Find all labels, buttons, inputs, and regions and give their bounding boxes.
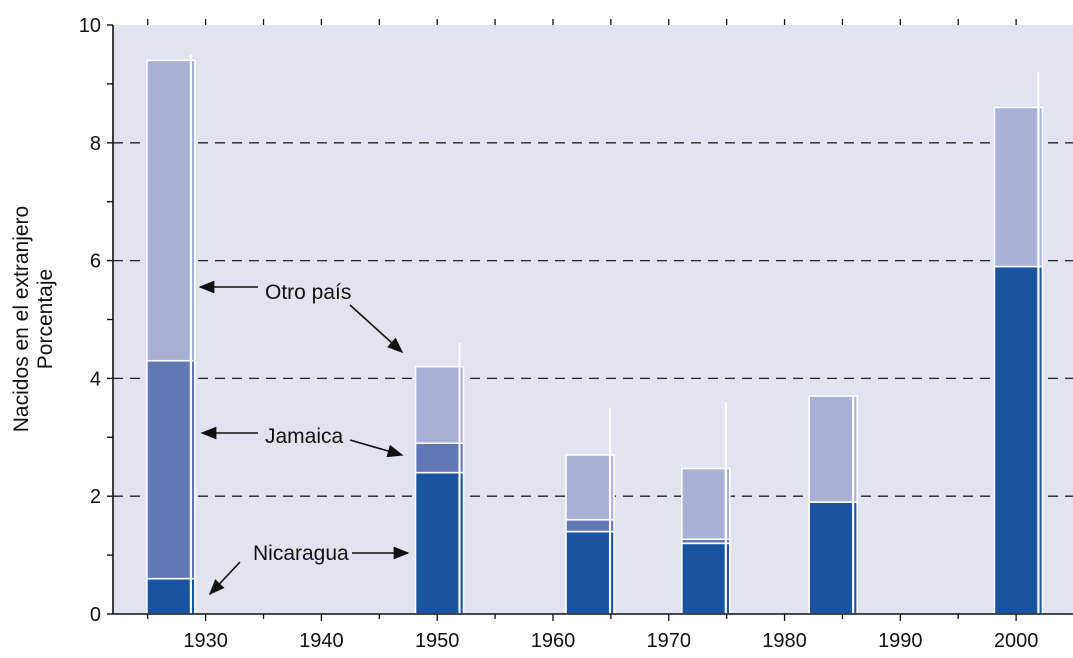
bar-segment-otro-pais xyxy=(565,454,615,521)
y-tick-label: 2 xyxy=(90,486,101,508)
y-axis-ticks: 0 2 4 6 8 10 xyxy=(79,15,113,626)
bar-2000.2 xyxy=(993,72,1044,615)
annotations: Otro país Jamaica Nicaragua xyxy=(198,280,410,596)
bar-1927 xyxy=(146,54,196,615)
x-axis-ticks: 1930 1940 1950 1960 1970 1980 1990 2000 xyxy=(147,19,1039,652)
y-axis-label-line-1: Nacidos en el extranjero xyxy=(10,206,33,432)
bar-segment-otro-pais xyxy=(993,106,1044,268)
arrow-nicaragua-2 xyxy=(208,561,241,596)
arrow-jamaica-2 xyxy=(349,439,404,458)
arrow-otro-pais-2 xyxy=(349,304,404,354)
bar-segment-otro-pais xyxy=(146,59,196,362)
bars xyxy=(146,54,1044,615)
x-tick-label: 1950 xyxy=(415,630,460,652)
y-tick-label: 0 xyxy=(90,604,101,626)
bar-segment-nicaragua xyxy=(681,542,731,615)
x-tick-label: 1970 xyxy=(647,630,692,652)
y-tick-label: 8 xyxy=(90,133,101,155)
bar-segment-otro-pais xyxy=(414,365,465,444)
bar-segment-jamaica xyxy=(414,442,465,474)
bar-segment-nicaragua xyxy=(993,265,1044,615)
bar-segment-nicaragua xyxy=(414,471,465,615)
y-tick-label: 10 xyxy=(79,15,101,37)
x-tick-label: 1990 xyxy=(878,630,923,652)
y-axis-label-line-2: Porcentaje xyxy=(34,269,57,369)
bar-1963.2 xyxy=(565,407,615,615)
x-tick-label: 1960 xyxy=(531,630,576,652)
bar-segment-otro-pais xyxy=(808,395,858,503)
annotation-label-nicaragua: Nicaragua xyxy=(253,542,349,565)
bar-segment-jamaica xyxy=(565,518,615,533)
x-tick-label: 1980 xyxy=(762,630,807,652)
gridlines xyxy=(113,142,1073,497)
annotation-label-jamaica: Jamaica xyxy=(265,425,344,448)
bar-segment-nicaragua xyxy=(808,501,858,615)
bar-segment-nicaragua xyxy=(565,530,615,615)
y-axis-label: Nacidos en el extranjero Porcentaje xyxy=(10,206,57,432)
x-tick-label: 1930 xyxy=(183,630,228,652)
bar-segment-jamaica xyxy=(146,359,196,580)
annotation-label-otro-pais: Otro país xyxy=(265,281,351,304)
bar-segment-otro-pais xyxy=(681,467,731,540)
y-tick-label: 6 xyxy=(90,251,101,273)
bar-1984.2 xyxy=(808,395,858,615)
x-tick-label: 1940 xyxy=(299,630,344,652)
y-tick-label: 4 xyxy=(90,368,101,390)
bar-segment-nicaragua xyxy=(146,577,196,615)
bar-1950.2 xyxy=(414,343,465,615)
x-tick-label: 2000 xyxy=(994,630,1039,652)
